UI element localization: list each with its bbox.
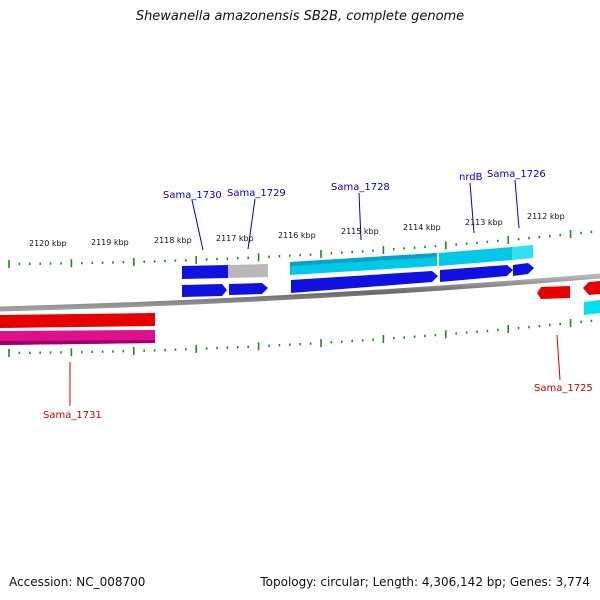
scale-labels: 2120 kbp 2119 kbp 2118 kbp 2117 kbp 2116… bbox=[29, 212, 565, 248]
gene-label[interactable]: Sama_1726 bbox=[487, 169, 546, 180]
cds-arrow[interactable] bbox=[0, 313, 155, 328]
gene-label[interactable]: Sama_1728 bbox=[331, 182, 390, 193]
accession-text: Accession: NC_008700 bbox=[9, 575, 146, 589]
cds-arrow[interactable] bbox=[440, 265, 513, 282]
reverse-cds-track bbox=[0, 281, 600, 328]
cds-arrow[interactable] bbox=[583, 281, 600, 295]
gene-feature[interactable] bbox=[182, 265, 228, 279]
gene-feature[interactable] bbox=[0, 340, 155, 345]
label-leaders bbox=[69, 179, 561, 406]
scale-label: 2114 kbp bbox=[403, 223, 441, 232]
gene-label[interactable]: Sama_1725 bbox=[534, 383, 593, 394]
inner-tick-track bbox=[8, 319, 593, 357]
scale-label: 2120 kbp bbox=[29, 239, 67, 248]
gene-feature[interactable] bbox=[584, 300, 600, 315]
forward-cds-track bbox=[182, 263, 534, 297]
scale-label: 2112 kbp bbox=[527, 212, 565, 221]
reverse-gene-track bbox=[0, 300, 600, 345]
gene-feature[interactable] bbox=[228, 264, 268, 278]
scale-label: 2117 kbp bbox=[216, 234, 254, 243]
gene-label[interactable]: Sama_1730 bbox=[163, 190, 222, 201]
gene-feature[interactable] bbox=[512, 245, 533, 260]
gene-label[interactable]: Sama_1729 bbox=[227, 188, 286, 199]
scale-label: 2116 kbp bbox=[278, 231, 316, 240]
gene-feature[interactable] bbox=[290, 253, 437, 266]
gene-labels: Sama_1730 Sama_1729 Sama_1728 nrdB Sama_… bbox=[43, 169, 593, 421]
scale-label: 2119 kbp bbox=[91, 238, 129, 247]
genome-summary-text: Topology: circular; Length: 4,306,142 bp… bbox=[260, 575, 590, 589]
genome-title: Shewanella amazonensis SB2B, complete ge… bbox=[135, 9, 465, 24]
scale-label: 2115 kbp bbox=[341, 227, 379, 236]
scale-label: 2118 kbp bbox=[154, 236, 192, 245]
outer-tick-track bbox=[8, 230, 593, 268]
cds-arrow[interactable] bbox=[513, 263, 534, 276]
cds-arrow[interactable] bbox=[182, 284, 227, 297]
cds-arrow[interactable] bbox=[229, 283, 268, 295]
genome-backbone bbox=[0, 273, 600, 312]
gene-label[interactable]: Sama_1731 bbox=[43, 410, 102, 421]
scale-label: 2113 kbp bbox=[465, 218, 503, 227]
cds-arrow[interactable] bbox=[537, 286, 570, 299]
cds-arrow[interactable] bbox=[291, 271, 438, 293]
gene-label[interactable]: nrdB bbox=[459, 172, 483, 183]
gene-feature[interactable] bbox=[439, 247, 512, 266]
forward-gene-track bbox=[182, 245, 533, 279]
